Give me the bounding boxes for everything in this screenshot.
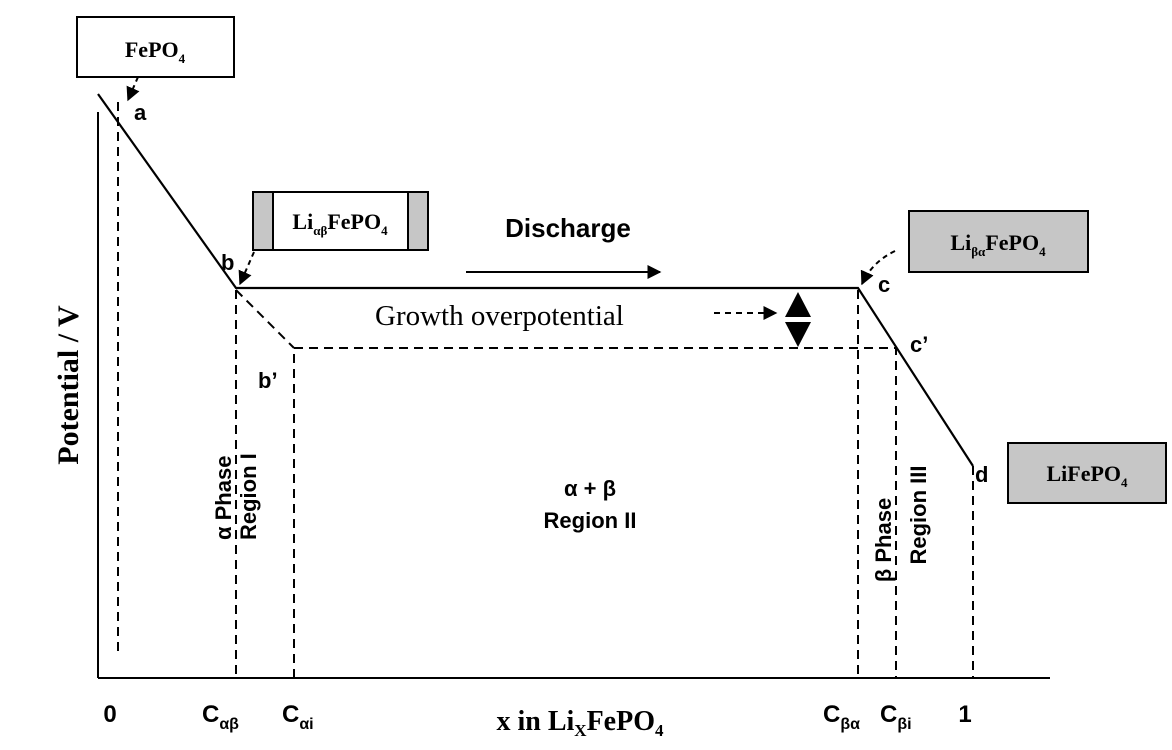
li-beta-alpha-box: LiβαFePO4 xyxy=(860,210,1089,286)
li-alpha-beta-box: LiαβFePO4 xyxy=(238,191,429,286)
svg-text:LiαβFePO4: LiαβFePO4 xyxy=(292,209,388,238)
svg-text:c: c xyxy=(878,272,890,297)
svg-text:b’: b’ xyxy=(258,368,278,393)
y-axis-label: Potential / V xyxy=(52,305,85,465)
x-tick-labels: 0 Cαβ Cαi Cβα Cβi 1 xyxy=(103,701,971,733)
svg-text:LiFePO4: LiFePO4 xyxy=(1046,461,1128,490)
svg-text:LiβαFePO4: LiβαFePO4 xyxy=(950,230,1046,259)
svg-text:Cβα: Cβα xyxy=(823,701,860,733)
svg-text:a: a xyxy=(134,100,147,125)
svg-text:Cαβ: Cαβ xyxy=(202,701,239,733)
svg-text:c’: c’ xyxy=(910,332,928,357)
dashed-guides xyxy=(117,102,974,678)
lifepo4-box: LiFePO4 xyxy=(1007,442,1167,504)
overpotential-double-arrow xyxy=(785,292,811,347)
svg-text:β Phase: β Phase xyxy=(871,498,896,582)
svg-text:Cβi: Cβi xyxy=(880,701,912,733)
discharge-curve xyxy=(97,93,974,467)
svg-text:b: b xyxy=(221,250,234,275)
svg-text:1: 1 xyxy=(958,701,971,728)
svg-text:Region II: Region II xyxy=(544,508,637,533)
svg-text:α Phase: α Phase xyxy=(211,456,236,540)
svg-text:Region III: Region III xyxy=(906,466,931,565)
svg-text:0: 0 xyxy=(103,701,116,728)
discharge-label: Discharge xyxy=(505,213,631,243)
svg-text:d: d xyxy=(975,462,988,487)
fepo4-box: FePO4 xyxy=(76,16,235,102)
region-labels: α Phase Region I α + β Region II β Phase… xyxy=(211,453,931,582)
point-labels: a b b’ c c’ d xyxy=(134,100,988,487)
svg-text:α + β: α + β xyxy=(564,476,616,501)
growth-overpotential-label: Growth overpotential xyxy=(375,300,624,332)
svg-text:Region I: Region I xyxy=(236,453,261,540)
x-axis-label: x in LiXFePO4 xyxy=(496,706,664,740)
svg-text:FePO4: FePO4 xyxy=(125,37,186,66)
svg-text:Cαi: Cαi xyxy=(282,701,314,733)
